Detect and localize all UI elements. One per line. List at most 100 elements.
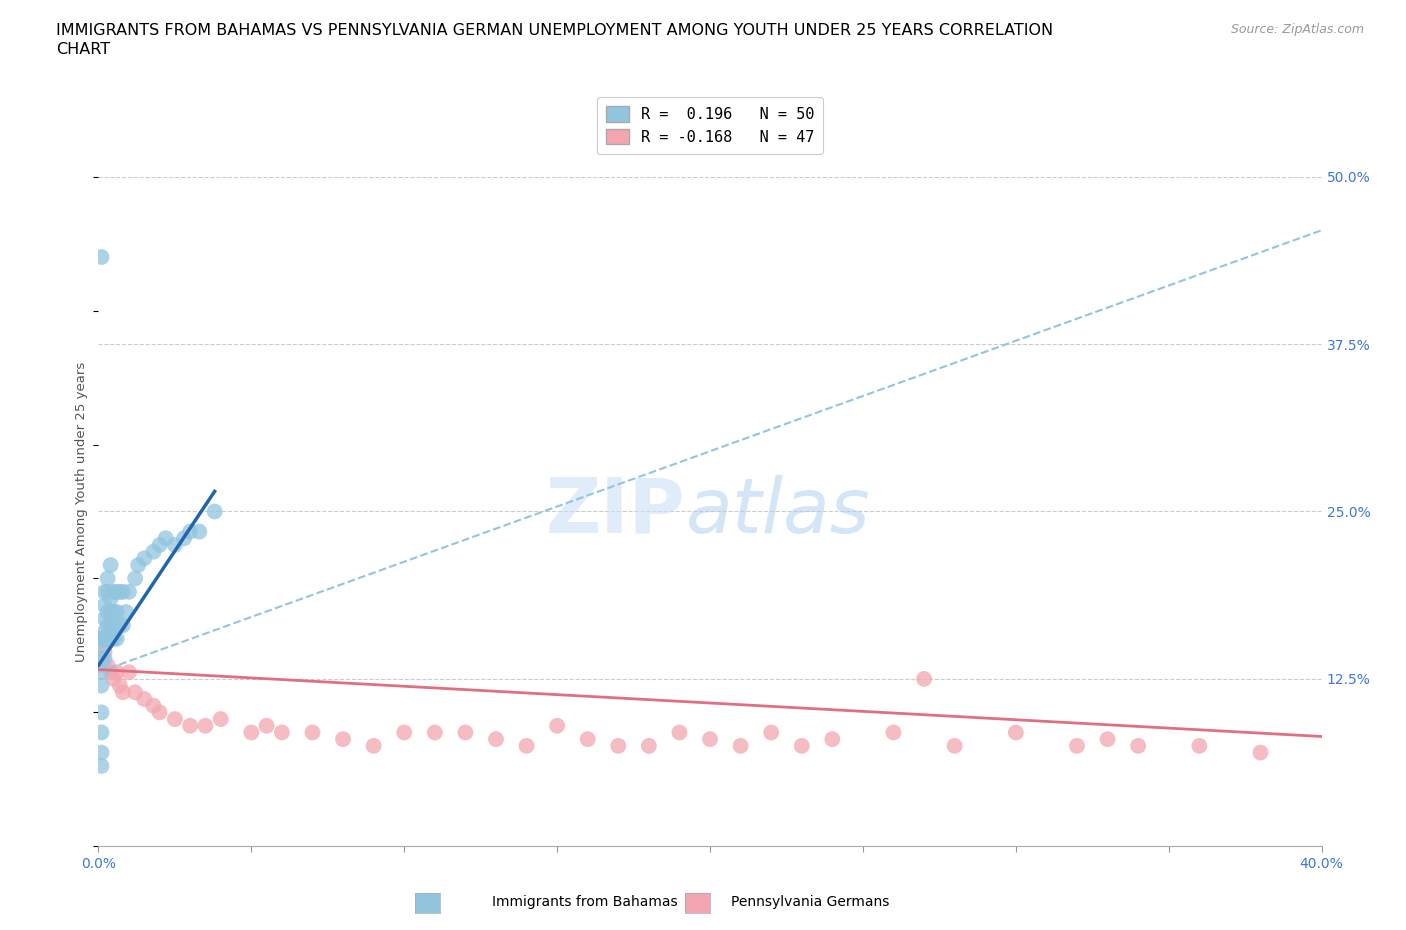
Point xyxy=(173,531,195,546)
Point xyxy=(90,725,112,740)
Point xyxy=(821,732,844,747)
Point xyxy=(93,651,115,666)
Point xyxy=(115,604,138,619)
Point xyxy=(256,718,278,733)
Point xyxy=(127,558,149,573)
Point xyxy=(111,618,134,632)
Point xyxy=(105,665,128,680)
Point xyxy=(149,538,172,552)
Point xyxy=(668,725,690,740)
Point xyxy=(105,584,128,599)
Point xyxy=(1249,745,1271,760)
Point xyxy=(97,584,120,599)
Point xyxy=(730,738,752,753)
Point xyxy=(103,671,125,686)
Point xyxy=(100,618,122,632)
Point xyxy=(97,571,120,586)
Point xyxy=(699,732,721,747)
Point xyxy=(118,584,141,599)
Point xyxy=(1188,738,1211,753)
Point xyxy=(883,725,905,740)
Point xyxy=(103,604,125,619)
Y-axis label: Unemployment Among Youth under 25 years: Unemployment Among Youth under 25 years xyxy=(75,362,89,661)
Point xyxy=(103,631,125,646)
Point xyxy=(100,604,122,619)
Point xyxy=(1004,725,1026,740)
Point xyxy=(943,738,966,753)
Point xyxy=(759,725,782,740)
Point xyxy=(97,618,120,632)
Point xyxy=(637,738,661,753)
Point xyxy=(163,538,186,552)
Text: Immigrants from Bahamas: Immigrants from Bahamas xyxy=(492,895,678,910)
Point xyxy=(90,631,112,646)
Point xyxy=(1128,738,1150,753)
Point xyxy=(108,584,131,599)
Point xyxy=(240,725,263,740)
Text: IMMIGRANTS FROM BAHAMAS VS PENNSYLVANIA GERMAN UNEMPLOYMENT AMONG YOUTH UNDER 25: IMMIGRANTS FROM BAHAMAS VS PENNSYLVANIA … xyxy=(56,23,1053,38)
Point xyxy=(93,631,115,646)
Point xyxy=(90,651,112,666)
Text: Pennsylvania Germans: Pennsylvania Germans xyxy=(731,895,890,910)
Point xyxy=(100,631,122,646)
Point xyxy=(392,725,416,740)
Point xyxy=(194,718,217,733)
Point xyxy=(607,738,630,753)
Point xyxy=(100,665,122,680)
Point xyxy=(90,759,112,774)
Point xyxy=(163,711,186,726)
Point xyxy=(93,625,115,640)
Point xyxy=(142,544,165,559)
Point xyxy=(546,718,568,733)
Point xyxy=(142,698,165,713)
Point xyxy=(118,665,141,680)
Point xyxy=(111,584,134,599)
Point xyxy=(90,665,112,680)
Legend: R =  0.196   N = 50, R = -0.168   N = 47: R = 0.196 N = 50, R = -0.168 N = 47 xyxy=(596,98,824,153)
Point xyxy=(105,604,128,619)
Point xyxy=(790,738,813,753)
Text: ZIP: ZIP xyxy=(546,474,686,549)
Point xyxy=(912,671,935,686)
Point xyxy=(134,551,156,565)
Point xyxy=(100,591,122,606)
Point xyxy=(363,738,385,753)
Point xyxy=(124,571,146,586)
Point xyxy=(204,504,226,519)
Point xyxy=(155,531,177,546)
Point xyxy=(93,611,115,626)
Point xyxy=(301,725,323,740)
Point xyxy=(188,525,211,539)
Point xyxy=(97,658,120,673)
Point xyxy=(111,684,134,699)
Point xyxy=(90,631,112,646)
Text: Source: ZipAtlas.com: Source: ZipAtlas.com xyxy=(1230,23,1364,36)
Point xyxy=(90,249,112,264)
Point xyxy=(270,725,292,740)
Point xyxy=(103,618,125,632)
Point xyxy=(93,584,115,599)
Point xyxy=(97,631,120,646)
Point xyxy=(93,644,115,659)
Point xyxy=(1097,732,1119,747)
Point xyxy=(90,638,112,653)
Point xyxy=(90,678,112,693)
Point xyxy=(485,732,508,747)
Point xyxy=(90,745,112,760)
Point xyxy=(149,705,172,720)
Point xyxy=(124,684,146,699)
Text: atlas: atlas xyxy=(686,474,870,549)
Point xyxy=(576,732,599,747)
Point xyxy=(179,718,201,733)
Point xyxy=(423,725,446,740)
Text: CHART: CHART xyxy=(56,42,110,57)
Point xyxy=(179,525,201,539)
Point xyxy=(332,732,354,747)
Point xyxy=(209,711,232,726)
Point xyxy=(1066,738,1088,753)
Point xyxy=(90,705,112,720)
Point xyxy=(93,598,115,613)
Point xyxy=(105,631,128,646)
Point xyxy=(108,678,131,693)
Point xyxy=(97,604,120,619)
